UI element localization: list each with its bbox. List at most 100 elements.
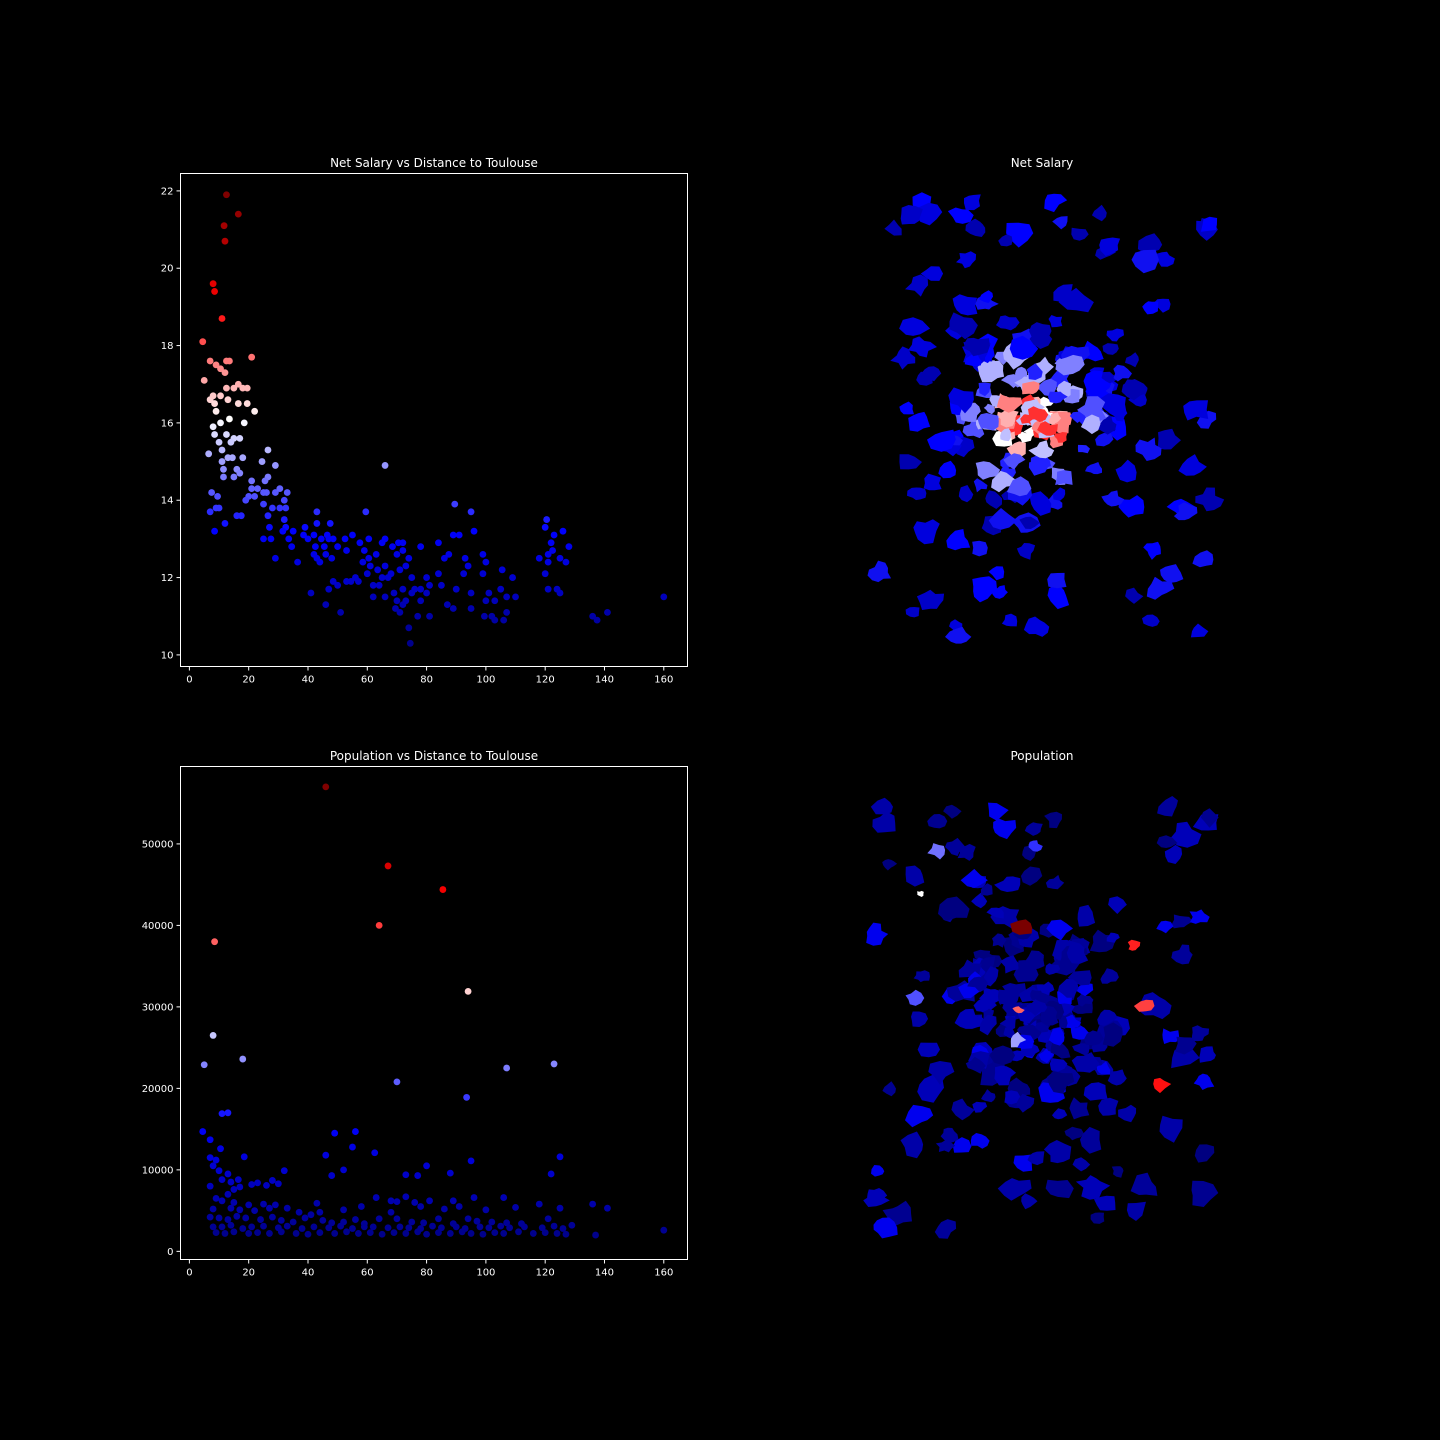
data-point xyxy=(550,531,558,539)
data-point xyxy=(485,589,493,597)
data-point xyxy=(467,605,475,612)
data-point xyxy=(660,593,668,601)
data-point xyxy=(402,562,410,570)
data-point xyxy=(218,458,226,465)
map-region xyxy=(1070,1024,1089,1040)
map-region xyxy=(1126,1201,1146,1221)
y-tick-label: 30000 xyxy=(142,1002,174,1013)
data-point xyxy=(556,589,564,597)
data-point xyxy=(565,543,573,551)
data-point xyxy=(393,1215,401,1223)
data-point xyxy=(503,1064,511,1072)
data-point xyxy=(455,1203,463,1210)
data-point xyxy=(227,1204,235,1212)
y-tick-label: 14 xyxy=(161,496,174,507)
data-point xyxy=(420,1219,428,1227)
map-region xyxy=(1069,1097,1090,1120)
data-point xyxy=(215,1167,223,1175)
data-point xyxy=(393,597,401,605)
data-point xyxy=(417,1203,425,1210)
map-region xyxy=(1172,914,1193,929)
map-region xyxy=(900,1131,924,1159)
map-region xyxy=(921,366,942,382)
map-region xyxy=(1058,287,1094,313)
map-region xyxy=(938,460,957,479)
data-point xyxy=(559,527,567,535)
map-region xyxy=(985,490,1003,509)
data-point xyxy=(251,407,259,415)
data-point xyxy=(402,1193,410,1201)
data-point xyxy=(218,1197,226,1205)
data-point xyxy=(233,1212,241,1220)
map-region xyxy=(1047,583,1070,610)
data-point xyxy=(260,500,267,508)
map-region xyxy=(996,315,1020,331)
data-point xyxy=(316,1208,324,1216)
data-point xyxy=(375,922,383,929)
data-point xyxy=(362,508,370,516)
data-point xyxy=(435,1215,442,1223)
data-point xyxy=(271,1201,279,1209)
data-point xyxy=(476,1223,484,1231)
map-region xyxy=(1125,352,1139,368)
map-region xyxy=(994,1065,1017,1086)
data-point xyxy=(414,612,422,620)
x-tick-label: 80 xyxy=(420,675,433,686)
data-point xyxy=(236,1183,244,1191)
map-region xyxy=(923,473,942,491)
data-point xyxy=(209,392,217,400)
data-point xyxy=(544,1215,552,1223)
data-point xyxy=(568,1221,576,1229)
map-region xyxy=(907,487,927,501)
map-region xyxy=(1047,572,1067,589)
map-region xyxy=(973,997,992,1012)
data-point xyxy=(464,988,472,995)
data-point xyxy=(356,539,364,547)
data-point xyxy=(467,1230,475,1237)
data-point xyxy=(220,473,227,481)
data-point xyxy=(280,1167,288,1175)
data-point xyxy=(393,1078,401,1086)
map-region xyxy=(988,566,1005,581)
data-point xyxy=(331,1230,339,1237)
map-region xyxy=(1125,587,1144,604)
data-point xyxy=(365,535,373,543)
map-region xyxy=(943,804,962,819)
data-point xyxy=(387,1197,395,1205)
data-point xyxy=(329,535,337,543)
data-point xyxy=(310,1223,318,1231)
data-point xyxy=(316,558,324,566)
data-point xyxy=(300,531,307,539)
map-region xyxy=(945,626,972,644)
data-point xyxy=(562,558,570,566)
data-point xyxy=(242,496,250,504)
y-tick-label: 20000 xyxy=(142,1084,174,1095)
map-region xyxy=(1012,1006,1025,1014)
map-region xyxy=(1156,835,1178,848)
data-point xyxy=(384,574,392,581)
data-point xyxy=(209,280,217,288)
map-region xyxy=(917,890,924,897)
map-region xyxy=(1080,414,1101,435)
data-point xyxy=(237,512,245,520)
data-point xyxy=(372,550,380,558)
data-point xyxy=(541,523,549,531)
data-point xyxy=(261,477,269,485)
data-point xyxy=(417,597,425,605)
data-point xyxy=(230,384,238,392)
map-region xyxy=(1159,1115,1183,1143)
map-region xyxy=(945,837,966,856)
map-region xyxy=(1106,932,1120,943)
data-point xyxy=(313,508,321,516)
data-point xyxy=(230,473,238,481)
data-point xyxy=(217,1145,224,1153)
data-point xyxy=(331,1129,339,1137)
data-point xyxy=(461,554,469,562)
map-region xyxy=(1028,840,1043,852)
y-tick-label: 0 xyxy=(167,1247,173,1258)
map-region xyxy=(873,1217,898,1239)
data-point xyxy=(329,578,337,585)
data-point xyxy=(263,489,270,496)
map-region xyxy=(1023,616,1050,637)
data-point xyxy=(260,1200,267,1208)
